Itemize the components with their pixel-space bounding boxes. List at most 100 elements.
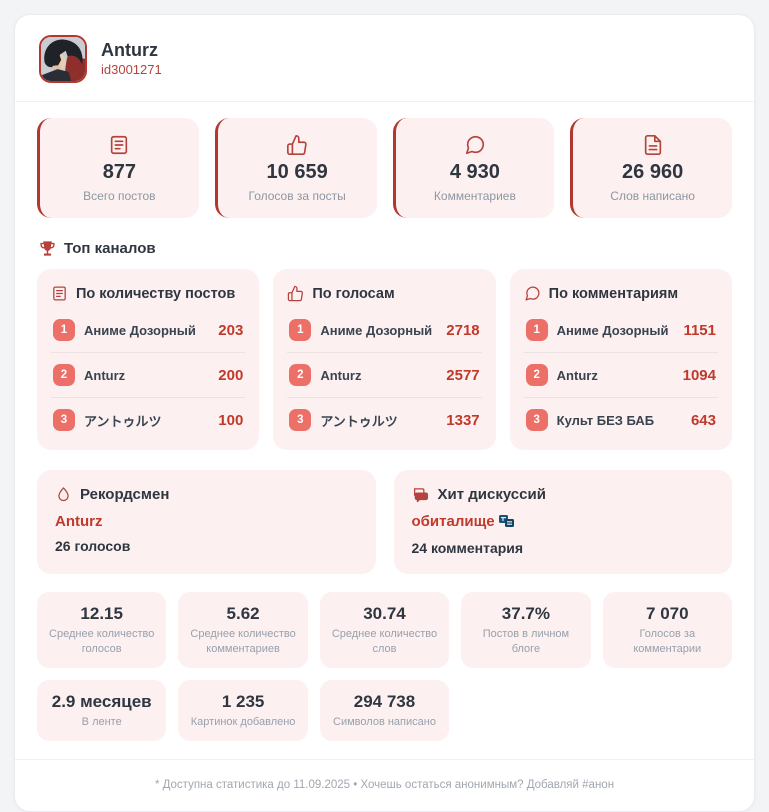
summary-value: 4 930 — [449, 160, 500, 183]
mini-stat-avg-words: 30.74 Среднее количество слов — [319, 592, 450, 668]
mini-stats-grid: 12.15 Среднее количество голосов 5.62 Ср… — [37, 592, 732, 741]
rank-badge: 2 — [53, 364, 75, 386]
channel-value: 200 — [218, 366, 244, 384]
mini-stat-value: 1 235 — [221, 691, 265, 711]
thumbs-up-icon — [286, 134, 308, 156]
channel-card-header: По количеству постов — [51, 285, 245, 302]
channel-value: 1151 — [683, 321, 716, 339]
profile-name: Anturz — [101, 40, 158, 61]
channel-value: 643 — [690, 411, 716, 429]
channel-name: Аниме Дозорный — [84, 322, 196, 338]
record-card-header: Хит дискуссий — [412, 486, 715, 503]
channel-card-header: По голосам — [287, 285, 481, 302]
rank-badge: 2 — [525, 364, 548, 386]
summary-value: 877 — [102, 160, 137, 183]
rank-badge: 2 — [289, 364, 312, 386]
mini-stat-value: 5.62 — [226, 604, 260, 623]
channel-name: アントゥルツ — [320, 413, 398, 429]
channel-row: 2 Anturz 1094 — [523, 353, 718, 398]
channel-value: 1094 — [682, 366, 716, 384]
channel-value: 203 — [218, 321, 244, 339]
channel-card-comments: По комментариям 1 Аниме Дозорный 1151 2 … — [509, 269, 732, 450]
rank-badge: 1 — [53, 319, 75, 341]
summary-label: Комментариев — [433, 188, 516, 203]
channel-card-votes: По голосам 1 Аниме Дозорный 2718 2 Antur… — [273, 269, 496, 450]
mini-stat-months: 2.9 месяцев В ленте — [37, 679, 167, 741]
channel-card-title: По количеству постов — [76, 285, 236, 302]
footer: * Доступна статистика до 11.09.2025 • Хо… — [15, 758, 754, 811]
profile-identity: Anturz id3001271 — [101, 39, 162, 78]
mini-stat-value: 37.7% — [501, 604, 550, 623]
record-card-title: Рекордсмен — [80, 486, 170, 503]
mini-stat-label: Постов в личном блоге — [482, 628, 570, 655]
flame-icon — [55, 486, 72, 503]
rank-badge: 1 — [525, 319, 548, 341]
channel-card-title: По голосам — [312, 285, 395, 302]
channel-row: 3 アントゥルツ 1337 — [287, 398, 481, 442]
summary-label: Голосов за посты — [248, 188, 346, 203]
summary-label: Слов написано — [610, 188, 695, 203]
avatar[interactable] — [39, 35, 87, 83]
channel-value: 2577 — [446, 366, 480, 384]
channel-value: 1337 — [446, 411, 480, 429]
section-title: Топ каналов — [64, 240, 156, 257]
hit-discussion-link[interactable]: обиталище — [412, 513, 515, 532]
records-grid: Рекордсмен Anturz 26 голосов Хит дискусс… — [37, 470, 732, 574]
hit-discussion-link-text: обиталище — [411, 513, 495, 530]
channel-row: 1 Аниме Дозорный 1151 — [523, 308, 718, 353]
mini-stat-label: Среднее количество слов — [331, 628, 438, 655]
channel-row: 1 Аниме Дозорный 203 — [51, 308, 246, 353]
mini-stat-avg-votes: 12.15 Среднее количество голосов — [37, 592, 167, 668]
summary-card-posts: 877 Всего постов — [37, 118, 199, 218]
channel-name: アントゥルツ — [84, 413, 162, 429]
channel-value: 2718 — [446, 321, 480, 339]
channel-row: 1 Аниме Дозорный 2718 — [287, 308, 482, 353]
mini-stat-value: 294 738 — [353, 691, 416, 711]
thumbs-up-icon — [287, 285, 304, 302]
mini-stat-value: 2.9 месяцев — [51, 691, 152, 711]
mini-stat-label: В ленте — [81, 715, 122, 728]
record-holder-link[interactable]: Anturz — [55, 513, 103, 530]
mini-stat-value: 7 070 — [646, 604, 689, 623]
channel-card-title: По комментариям — [548, 285, 679, 302]
mini-stat-label: Символов написано — [333, 715, 436, 728]
record-card-title: Хит дискуссий — [437, 486, 546, 503]
channel-card-header: По комментариям — [524, 285, 718, 302]
mini-stat-label: Голосов за комментарии — [633, 628, 702, 655]
record-holder-card: Рекордсмен Anturz 26 голосов — [37, 470, 376, 574]
channel-name: Аниме Дозорный — [556, 322, 669, 338]
mini-stat-symbols: 294 738 Символов написано — [319, 679, 450, 741]
mini-stat-blog-percent: 37.7% Постов в личном блоге — [461, 592, 591, 668]
summary-cards: 877 Всего постов 10 659 Голосов за посты… — [37, 118, 732, 218]
footer-note: * Доступна статистика до 11.09.2025 • Хо… — [154, 778, 615, 791]
summary-card-words: 26 960 Слов написано — [570, 118, 732, 218]
channel-row: 2 Anturz 200 — [51, 353, 246, 398]
mini-stat-label: Картинок добавлено — [190, 715, 296, 728]
posts-list-icon — [108, 134, 130, 156]
channel-row: 2 Anturz 2577 — [287, 353, 482, 398]
mini-stat-avg-comments: 5.62 Среднее количество комментариев — [178, 592, 308, 668]
profile-header: Anturz id3001271 — [15, 15, 754, 102]
comment-icon — [524, 285, 541, 302]
avatar-image — [41, 37, 85, 81]
channel-name: Anturz — [556, 367, 598, 383]
summary-value: 10 659 — [266, 160, 328, 183]
words-file-icon — [642, 134, 664, 156]
mini-stat-images: 1 235 Картинок добавлено — [178, 679, 308, 741]
channel-badge-emoji-icon — [498, 514, 515, 532]
comment-icon — [464, 134, 486, 156]
channel-row: 3 Культ БЕЗ БАБ 643 — [524, 398, 718, 442]
rank-badge: 1 — [289, 319, 312, 341]
mini-stat-label: Среднее количество голосов — [49, 628, 155, 655]
top-channels-heading: Топ каналов — [39, 240, 730, 257]
top-channels-grid: По количеству постов 1 Аниме Дозорный 20… — [37, 269, 732, 450]
profile-id: id3001271 — [101, 61, 162, 77]
mini-stat-comment-votes: 7 070 Голосов за комментарии — [602, 592, 732, 668]
channel-card-posts: По количеству постов 1 Аниме Дозорный 20… — [37, 269, 260, 450]
mini-stat-label: Среднее количество комментариев — [190, 628, 296, 655]
summary-label: Всего постов — [83, 188, 156, 203]
channel-name: Anturz — [320, 367, 362, 383]
summary-value: 26 960 — [622, 160, 684, 183]
posts-list-icon — [51, 285, 68, 302]
